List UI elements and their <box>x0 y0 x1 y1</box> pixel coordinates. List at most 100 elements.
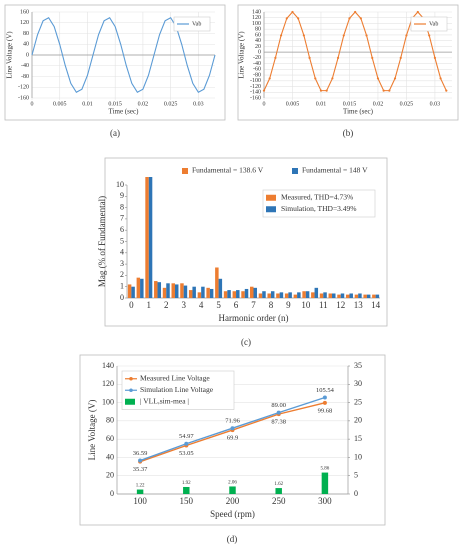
y-tick-label: 2 <box>120 270 124 279</box>
y-tick-label: 120 <box>252 15 261 21</box>
bar <box>180 283 184 298</box>
point <box>416 10 419 14</box>
caption: (a) <box>110 128 120 138</box>
bar <box>340 293 345 298</box>
data-label: 36.59 <box>133 450 148 457</box>
point <box>308 56 311 59</box>
bar <box>241 291 245 298</box>
x-tick-label: 0 <box>129 300 134 310</box>
bar <box>188 290 193 298</box>
bar <box>337 294 341 298</box>
bar <box>192 286 196 298</box>
bar <box>349 293 353 298</box>
y-tick-label: 4 <box>120 248 124 257</box>
y2-tick-label: 25 <box>354 397 362 406</box>
data-label: 1.62 <box>274 482 283 487</box>
data-label: 89.00 <box>271 402 286 409</box>
y-tick-label: 80 <box>255 27 261 33</box>
point <box>359 17 362 20</box>
caption: (b) <box>343 128 354 138</box>
y-tick-label: -40 <box>253 61 261 67</box>
bar <box>267 293 271 298</box>
legend-label: Measured Line Voltage <box>140 373 210 382</box>
x-tick-label: 2 <box>164 300 169 310</box>
line-series <box>31 17 216 93</box>
point <box>348 17 351 20</box>
point <box>365 34 368 37</box>
y-tick-label: -40 <box>21 63 29 69</box>
x-tick-label: 0.015 <box>108 101 122 107</box>
point <box>274 56 277 59</box>
bar <box>332 293 336 298</box>
bar <box>201 286 205 298</box>
y-tick-label: -80 <box>253 72 261 78</box>
annotation-swatch <box>182 168 188 174</box>
x-tick-label: 0.005 <box>53 101 67 107</box>
y-tick-label: -160 <box>250 95 261 101</box>
y-axis-label: Line Voltage (V) <box>238 31 246 79</box>
y-tick-label: 100 <box>102 397 114 406</box>
x-tick-label: 300 <box>318 496 332 506</box>
y-tick-label: -160 <box>18 95 29 101</box>
x-tick-label: 0.02 <box>373 101 384 107</box>
bar <box>293 294 298 298</box>
bar <box>174 284 179 298</box>
legend-label: Vab <box>192 21 201 27</box>
bar <box>131 286 135 298</box>
legend-swatch <box>125 398 135 405</box>
x-tick-label: 0.025 <box>164 101 178 107</box>
bar <box>262 291 266 298</box>
caption: (d) <box>227 534 238 544</box>
bar <box>171 283 175 298</box>
legend-swatch <box>266 194 276 201</box>
x-tick-label: 0.03 <box>193 101 204 107</box>
legend-label: Simulation, THD=3.49% <box>281 204 357 213</box>
y2-tick-label: 15 <box>354 434 362 443</box>
x-tick-label: 0.015 <box>343 101 357 107</box>
x-tick-label: 5 <box>216 300 221 310</box>
legend-box <box>410 16 448 32</box>
bar <box>279 292 284 298</box>
bar <box>319 293 324 298</box>
y-tick-label: 120 <box>20 20 29 26</box>
x-tick-label: 3 <box>181 300 186 310</box>
bar <box>157 282 162 298</box>
x-tick-label: 100 <box>133 496 147 506</box>
y-tick-label: 120 <box>102 379 114 388</box>
bar <box>140 278 144 298</box>
bar <box>244 288 249 298</box>
y-tick-label: 60 <box>106 434 114 443</box>
bar <box>227 290 231 298</box>
x-tick-label: 13 <box>354 300 364 310</box>
annotation: Fundamental = 138.6 V <box>192 166 264 175</box>
bar <box>162 287 167 298</box>
point <box>433 56 437 59</box>
y-tick-label: 140 <box>252 9 261 15</box>
point <box>285 17 288 20</box>
data-label: 1.22 <box>136 484 145 489</box>
annotation: Fundamental = 148 V <box>302 166 368 175</box>
bar <box>323 292 327 298</box>
data-label: 99.68 <box>318 407 333 414</box>
bar <box>209 288 214 298</box>
legend-label: Vab <box>429 21 438 27</box>
y2-tick-label: 5 <box>354 471 358 480</box>
x-tick-label: 11 <box>319 300 328 310</box>
bar <box>145 177 149 298</box>
x-tick-label: 10 <box>301 300 311 310</box>
y2-tick-label: 20 <box>354 416 362 425</box>
legend-box <box>173 16 211 32</box>
y-axis-label: Line Voltage (V) <box>6 31 14 79</box>
y-tick-label: 0 <box>110 489 114 498</box>
data-label: 71.96 <box>225 418 240 425</box>
y-tick-label: 0 <box>258 50 261 56</box>
y-tick-label: -120 <box>250 84 261 90</box>
legend-box <box>262 189 376 218</box>
point <box>371 56 374 59</box>
point <box>331 77 334 80</box>
bar <box>215 267 219 298</box>
point <box>262 89 266 92</box>
y-tick-label: 80 <box>106 416 114 425</box>
y-tick-label: 100 <box>252 21 261 27</box>
x-axis-label: Time (sec) <box>343 108 374 116</box>
